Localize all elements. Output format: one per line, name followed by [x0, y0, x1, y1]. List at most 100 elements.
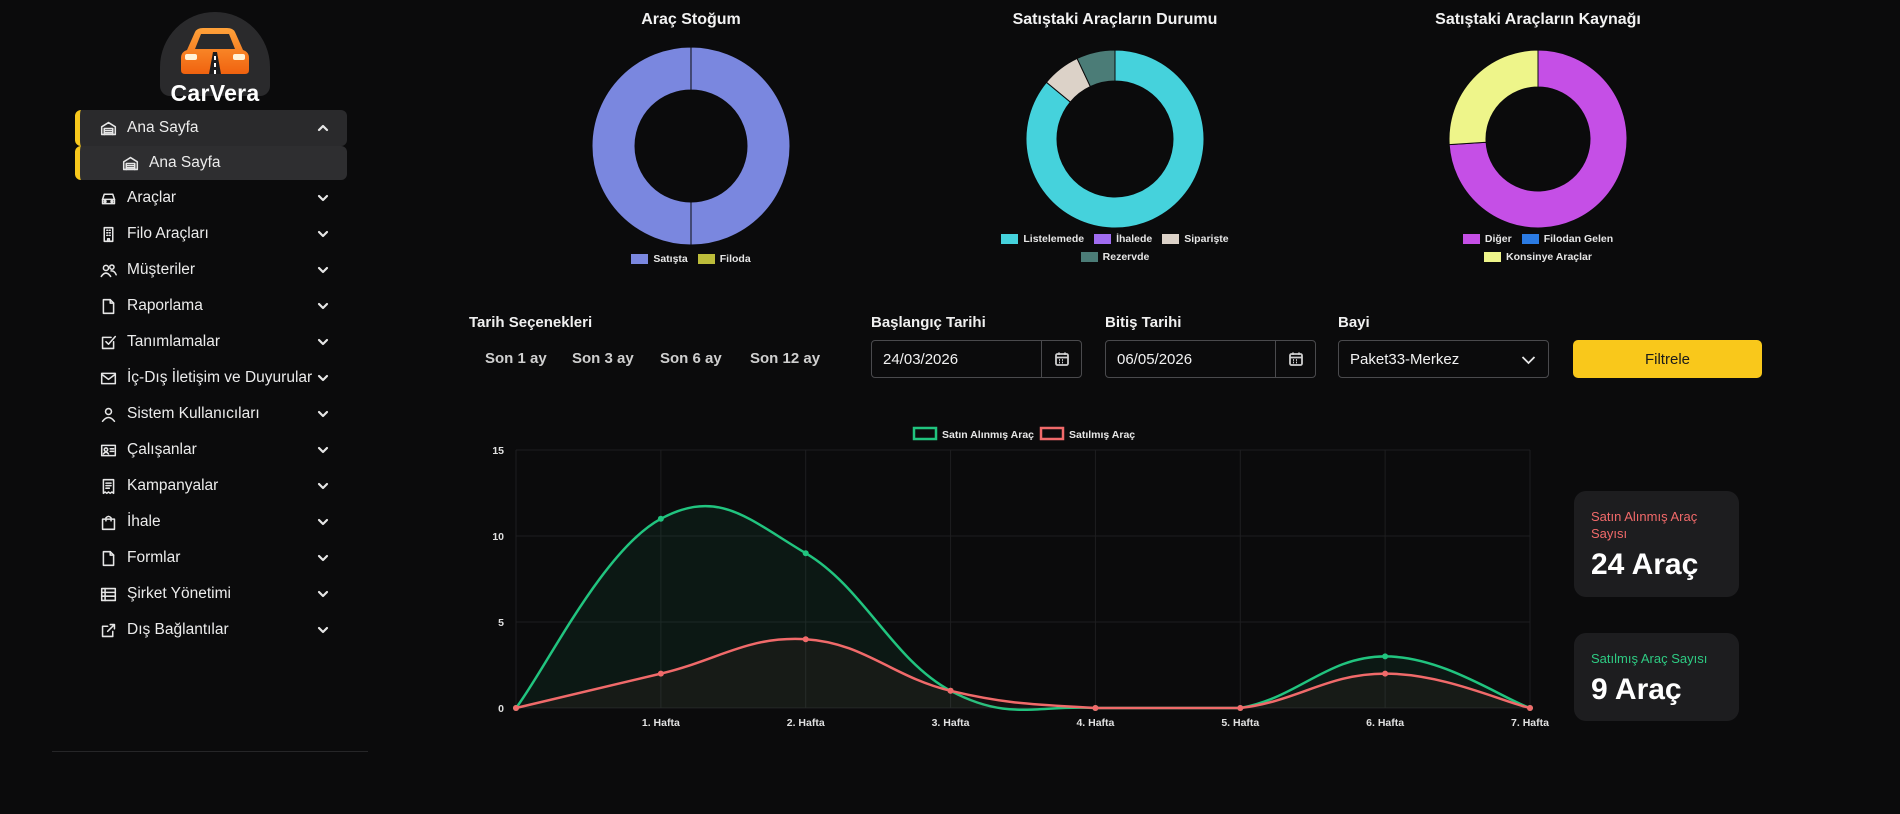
- sidebar-item-raporlama[interactable]: Raporlama: [75, 288, 347, 324]
- range-12-months-button[interactable]: Son 12 ay: [750, 350, 821, 367]
- sidebar-item-dis-baglantilar[interactable]: Dış Bağlantılar: [75, 612, 347, 648]
- garage-icon: [99, 119, 117, 137]
- status-legend: Listelemede İhalede Siparişte Rezervde: [980, 233, 1250, 269]
- range-3-months-button[interactable]: Son 3 ay: [572, 350, 634, 367]
- chevron-down-icon: [317, 371, 329, 383]
- legend-item-filodan-gelen[interactable]: Filodan Gelen: [1521, 233, 1614, 245]
- stock-legend: Satışta Filoda: [591, 253, 791, 271]
- legend-swatch: [1162, 234, 1180, 244]
- legend-item-listelemede[interactable]: Listelemede: [1001, 233, 1084, 245]
- legend-item-filoda[interactable]: Filoda: [697, 253, 751, 265]
- data-point[interactable]: [1237, 705, 1244, 711]
- legend-item-sipariste[interactable]: Siparişte: [1162, 233, 1229, 245]
- donut-slice-diğer[interactable]: [1448, 49, 1628, 229]
- sidebar-item-ana-sayfa[interactable]: Ana Sayfa: [75, 110, 347, 146]
- donut-slice-konsinye araçlar[interactable]: [1448, 49, 1539, 146]
- legend-item-ihalede[interactable]: İhalede: [1094, 233, 1152, 245]
- sidebar-item-musteriler[interactable]: Müşteriler: [75, 252, 347, 288]
- series-area-1: [516, 638, 1530, 708]
- sidebar-item-label: Raporlama: [127, 297, 203, 314]
- external-link-icon: [99, 621, 117, 639]
- sidebar-item-filo-araclari[interactable]: Filo Araçları: [75, 216, 347, 252]
- legend-item-rezervde[interactable]: Rezervde: [1080, 251, 1150, 263]
- sidebar-divider: [52, 751, 368, 752]
- sidebar-item-tanimlamalar[interactable]: Tanımlamalar: [75, 324, 347, 360]
- sidebar-item-kampanyalar[interactable]: Kampanyalar: [75, 468, 347, 504]
- calendar-icon[interactable]: [1041, 341, 1081, 377]
- shopping-bag-icon: [99, 513, 117, 531]
- sidebar-item-formlar[interactable]: Formlar: [75, 540, 347, 576]
- brand-logo[interactable]: CarVera: [160, 12, 270, 108]
- data-point[interactable]: [802, 636, 809, 643]
- data-point[interactable]: [802, 550, 809, 557]
- chevron-down-icon: [317, 263, 329, 275]
- legend-swatch: [1462, 234, 1480, 244]
- legend-swatch: [631, 254, 649, 264]
- data-point[interactable]: [1382, 670, 1389, 677]
- source-legend: Diğer Filodan Gelen Konsinye Araçlar: [1408, 233, 1668, 269]
- chevron-down-icon: [317, 623, 329, 635]
- id-card-icon: [99, 441, 117, 459]
- stock-donut-chart: [591, 46, 791, 246]
- start-date-field[interactable]: 24/03/2026: [871, 340, 1082, 378]
- status-donut-chart: [1025, 49, 1205, 229]
- legend-label: Rezervde: [1102, 251, 1150, 263]
- sidebar-item-calisanlar[interactable]: Çalışanlar: [75, 432, 347, 468]
- legend-label[interactable]: Satın Alınmış Araç: [942, 429, 1034, 441]
- dealer-select[interactable]: Paket33-Merkez: [1338, 340, 1549, 378]
- filter-button[interactable]: Filtrele: [1573, 340, 1762, 378]
- data-point[interactable]: [657, 515, 664, 522]
- donut-slice-satışta[interactable]: [591, 46, 791, 246]
- legend-swatch: [912, 426, 938, 441]
- file-icon: [99, 549, 117, 567]
- sidebar-item-iletisim[interactable]: İç-Dış İletişim ve Duyurular: [75, 360, 347, 396]
- chevron-down-icon: [317, 407, 329, 419]
- legend-label[interactable]: Satılmış Araç: [1069, 429, 1135, 441]
- bought-vehicles-value: 24 Araç: [1591, 548, 1699, 581]
- sidebar-item-ihale[interactable]: İhale: [75, 504, 347, 540]
- source-donut-chart: [1448, 49, 1628, 229]
- chevron-down-icon: [317, 299, 329, 311]
- sidebar-item-araclar[interactable]: Araçlar: [75, 180, 347, 216]
- sidebar-nav: Ana Sayfa Ana Sayfa Araçlar Filo Araçlar…: [75, 110, 347, 648]
- sidebar-item-label: Ana Sayfa: [127, 119, 199, 136]
- end-date-field[interactable]: 06/05/2026: [1105, 340, 1316, 378]
- sidebar-item-label: Filo Araçları: [127, 225, 209, 242]
- donut-slice-listelemede[interactable]: [1025, 49, 1205, 229]
- chevron-up-icon: [317, 121, 329, 133]
- data-point[interactable]: [513, 705, 519, 711]
- sidebar-item-label: Çalışanlar: [127, 441, 197, 458]
- legend-swatch: [1521, 234, 1539, 244]
- sidebar-item-label: Sistem Kullanıcıları: [127, 405, 260, 422]
- sidebar-item-label: Kampanyalar: [127, 477, 219, 494]
- legend-item-diger[interactable]: Diğer: [1462, 233, 1512, 245]
- sidebar-subitem-ana-sayfa[interactable]: Ana Sayfa: [75, 146, 347, 180]
- data-point[interactable]: [1382, 653, 1389, 660]
- sold-vehicles-card: Satılmış Araç Sayısı 9 Araç: [1574, 633, 1739, 721]
- legend-item-satista[interactable]: Satışta: [631, 253, 688, 265]
- sold-vehicles-value: 9 Araç: [1591, 673, 1682, 706]
- donut-slice-rezervde[interactable]: [1076, 49, 1116, 88]
- data-point[interactable]: [1092, 705, 1099, 711]
- sidebar: CarVera Ana Sayfa Ana Sayfa Araçlar Filo…: [0, 0, 380, 814]
- x-tick-label: 4. Hafta: [1076, 717, 1114, 729]
- sidebar-item-label: Şirket Yönetimi: [127, 585, 231, 602]
- legend-item-konsinye[interactable]: Konsinye Araçlar: [1484, 251, 1592, 263]
- range-6-months-button[interactable]: Son 6 ay: [660, 350, 722, 367]
- legend-label: Konsinye Araçlar: [1506, 251, 1592, 263]
- data-point[interactable]: [1527, 705, 1533, 711]
- chevron-down-icon: [317, 191, 329, 203]
- stock-chart-title: Araç Stoğum: [641, 11, 741, 28]
- legend-label: Filodan Gelen: [1543, 233, 1614, 245]
- legend-swatch: [1080, 252, 1098, 262]
- calendar-icon[interactable]: [1275, 341, 1315, 377]
- data-point[interactable]: [657, 670, 664, 677]
- data-point[interactable]: [947, 687, 954, 694]
- chevron-down-icon: [317, 479, 329, 491]
- legend-label: Listelemede: [1023, 233, 1085, 245]
- range-1-month-button[interactable]: Son 1 ay: [485, 350, 547, 367]
- y-tick-label: 5: [498, 617, 504, 629]
- sidebar-item-sirket-yonetimi[interactable]: Şirket Yönetimi: [75, 576, 347, 612]
- x-tick-label: 1. Hafta: [642, 717, 680, 729]
- sidebar-item-sistem-kullanicilari[interactable]: Sistem Kullanıcıları: [75, 396, 347, 432]
